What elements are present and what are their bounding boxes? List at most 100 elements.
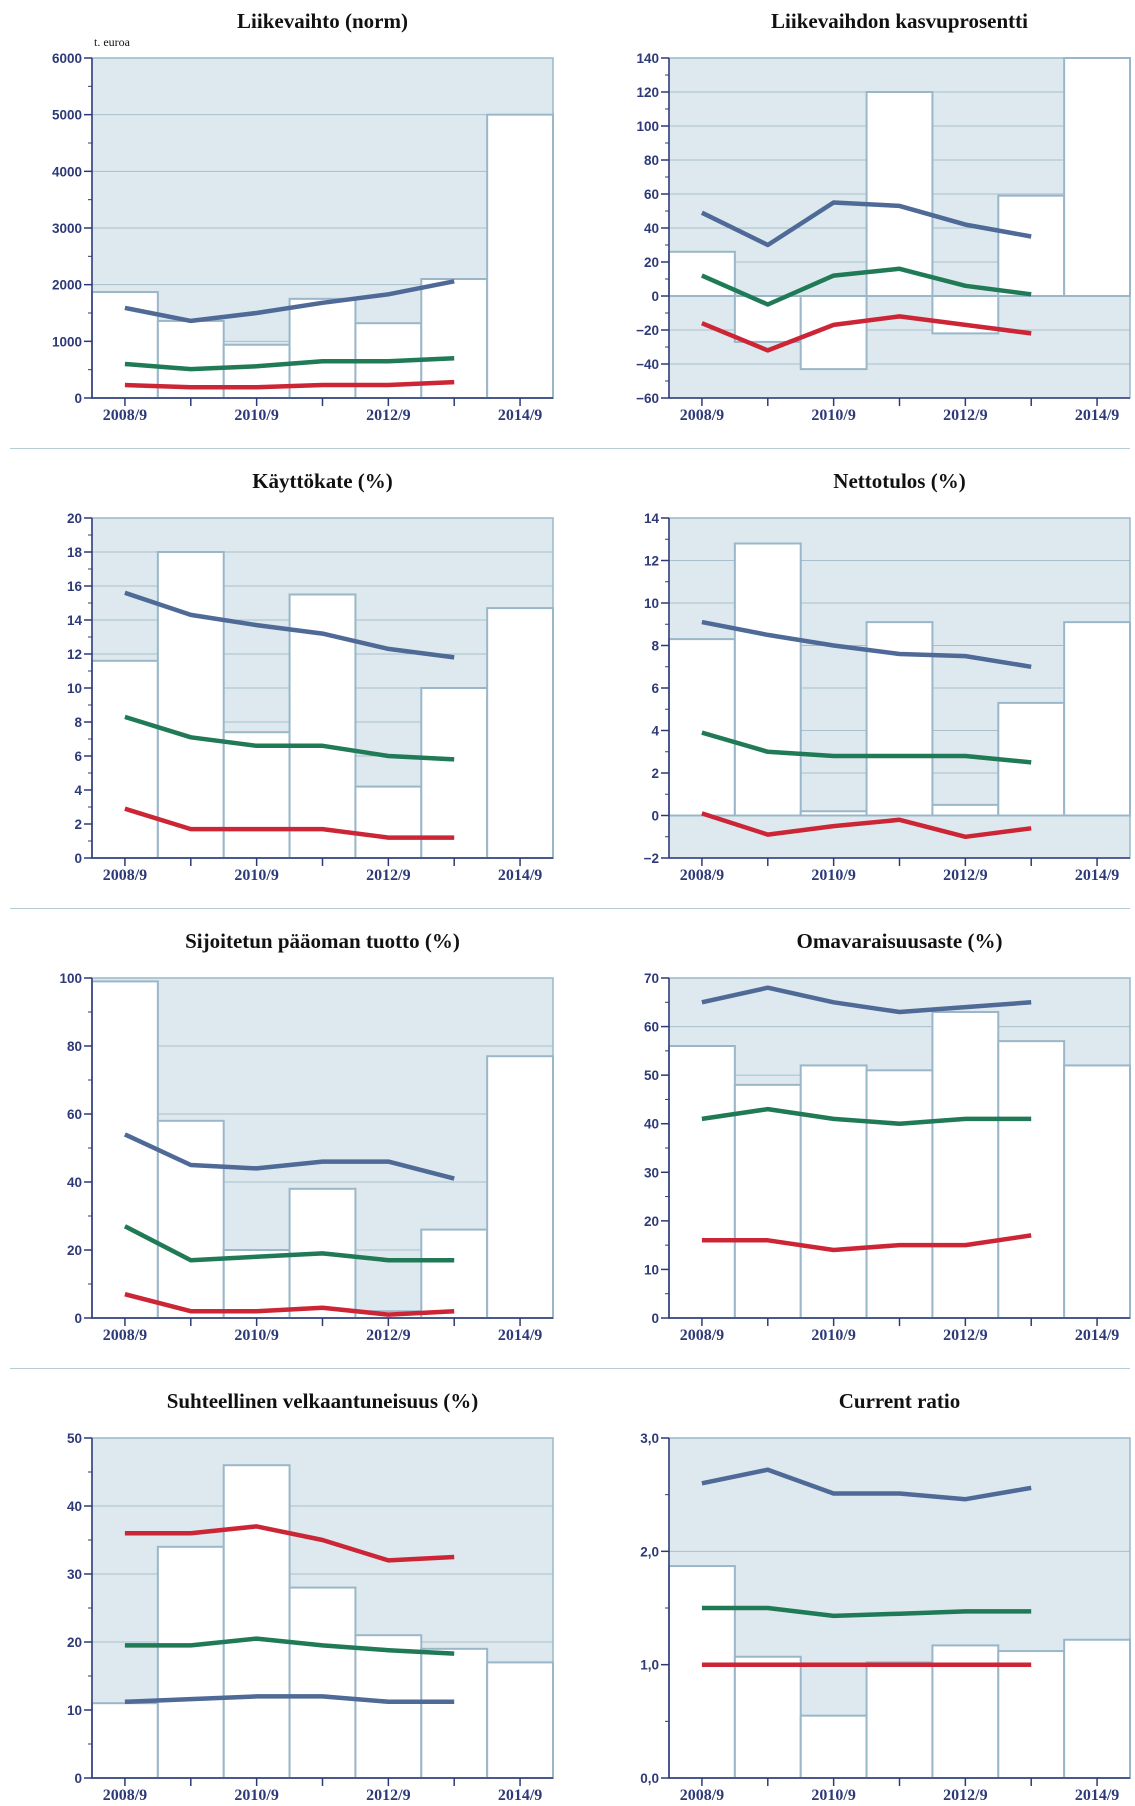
x-tick-label: 2012/9 — [943, 867, 987, 884]
y-tick-label: 1,0 — [640, 1658, 659, 1673]
row-divider — [10, 1368, 1130, 1369]
y-tick-label: 30 — [67, 1567, 82, 1582]
bar — [931, 1644, 1000, 1780]
y-tick-label: 2 — [651, 766, 659, 781]
series-line — [700, 266, 1032, 307]
bar — [354, 785, 423, 859]
y-tick-label: 20 — [67, 1243, 82, 1258]
y-tick-label: 20 — [644, 1214, 659, 1229]
y-tick-label: 50 — [67, 1431, 82, 1446]
series-line — [701, 314, 1032, 353]
y-tick-label: 140 — [636, 51, 659, 66]
bar — [1063, 57, 1131, 297]
bar — [1063, 1638, 1131, 1779]
bar — [799, 1064, 868, 1320]
chart-panel-5: Sijoitetun pääoman tuotto (%) 0 20 40 60 80 10… — [59, 929, 554, 1344]
y-tick-label: −60 — [636, 391, 659, 406]
y-tick-label: 14 — [67, 613, 83, 628]
series-line — [124, 714, 455, 762]
y-tick-label: 10 — [644, 1262, 659, 1277]
bar — [865, 91, 934, 297]
y-tick-label: 6 — [74, 749, 82, 764]
x-tick-label: 2014/9 — [1075, 407, 1119, 424]
y-tick-label: 2000 — [52, 278, 82, 293]
y-tick-label: 4 — [651, 724, 659, 739]
x-tick-label: 2014/9 — [498, 1787, 542, 1804]
series-line — [701, 985, 1032, 1015]
bar — [288, 1586, 357, 1779]
series-line — [701, 619, 1032, 670]
x-tick-label: 2012/9 — [943, 1327, 987, 1344]
y-tick-label: 120 — [636, 85, 659, 100]
bar — [486, 1661, 554, 1780]
x-tick-label: 2008/9 — [680, 1327, 724, 1344]
series-line — [124, 1694, 455, 1705]
x-tick-label: 2008/9 — [680, 867, 724, 884]
y-tick-label: 80 — [67, 1039, 82, 1054]
series-line — [124, 806, 455, 840]
series-line — [124, 1636, 455, 1656]
series-line — [701, 1106, 1032, 1126]
chart-panel-4: Nettotulos (%) −2 0 2 4 6 8 10 12 14 2008/9 2010/9 2… — [644, 469, 1131, 884]
y-tick-label: 30 — [644, 1165, 659, 1180]
y-tick-label: 10 — [67, 681, 82, 696]
x-tick-label: 2012/9 — [366, 1327, 410, 1344]
y-tick-label: 40 — [67, 1499, 82, 1514]
y-tick-label: 80 — [644, 153, 659, 168]
y-tick-label: 60 — [67, 1107, 82, 1122]
bar — [486, 113, 554, 400]
x-tick-label: 2008/9 — [103, 1327, 147, 1344]
y-tick-label: 3000 — [52, 221, 82, 236]
x-tick-label: 2010/9 — [811, 407, 855, 424]
x-tick-label: 2008/9 — [103, 407, 147, 424]
series-line — [700, 200, 1032, 248]
x-tick-label: 2012/9 — [366, 867, 410, 884]
chart-panel-2: Liikevaihdon kasvuprosentti −60 −40 −20 0 20 4… — [636, 9, 1131, 424]
y-tick-label: 70 — [644, 971, 659, 986]
bar — [668, 250, 736, 298]
bar — [91, 1702, 159, 1779]
series-line — [124, 590, 455, 660]
x-tick-label: 2008/9 — [680, 1787, 724, 1804]
row-divider — [10, 448, 1130, 449]
x-tick-label: 2014/9 — [1075, 1787, 1119, 1804]
bar — [156, 551, 225, 859]
y-tick-label: 16 — [67, 579, 83, 594]
x-tick-label: 2012/9 — [366, 407, 410, 424]
bar — [668, 638, 736, 817]
y-tick-label: 6000 — [52, 51, 82, 66]
x-tick-label: 2014/9 — [498, 867, 542, 884]
series-line — [124, 356, 455, 372]
y-tick-label: 0 — [651, 1311, 659, 1326]
bar — [931, 803, 1000, 817]
bar — [865, 1069, 934, 1320]
chart-panel-8: Current ratio 0,0 1,0 2,0 3,0 2008/9 2010/9 201… — [640, 1389, 1131, 1804]
y-tick-label: 0 — [651, 809, 659, 824]
x-tick-label: 2014/9 — [1075, 867, 1119, 884]
y-tick-label: 4 — [74, 783, 82, 798]
row-divider — [10, 908, 1130, 909]
bar — [1063, 621, 1131, 817]
chart-title: Liikevaihdon kasvuprosentti — [771, 9, 1028, 33]
chart-title: Sijoitetun pääoman tuotto (%) — [185, 929, 460, 953]
y-tick-label: 14 — [644, 511, 660, 526]
y-tick-label: 4000 — [52, 164, 82, 179]
chart-title: Liikevaihto (norm) — [237, 9, 408, 33]
y-tick-label: 12 — [67, 647, 82, 662]
y-tick-label: 6 — [651, 681, 659, 696]
bar — [668, 1045, 736, 1319]
y-tick-label: 100 — [636, 119, 659, 134]
x-tick-label: 2008/9 — [103, 1787, 147, 1804]
chart-panel-7: Suhteellinen velkaantuneisuus (%) 0 10 20 30… — [67, 1389, 554, 1804]
y-tick-label: 20 — [67, 511, 82, 526]
y-tick-label: −2 — [644, 851, 659, 866]
series-line — [701, 1233, 1032, 1253]
bar — [486, 607, 554, 859]
x-tick-label: 2010/9 — [234, 1327, 278, 1344]
bar — [997, 1040, 1066, 1319]
bar — [1063, 1064, 1131, 1320]
bar — [91, 659, 159, 859]
bar — [156, 1545, 225, 1780]
y-tick-label: 0 — [74, 851, 82, 866]
